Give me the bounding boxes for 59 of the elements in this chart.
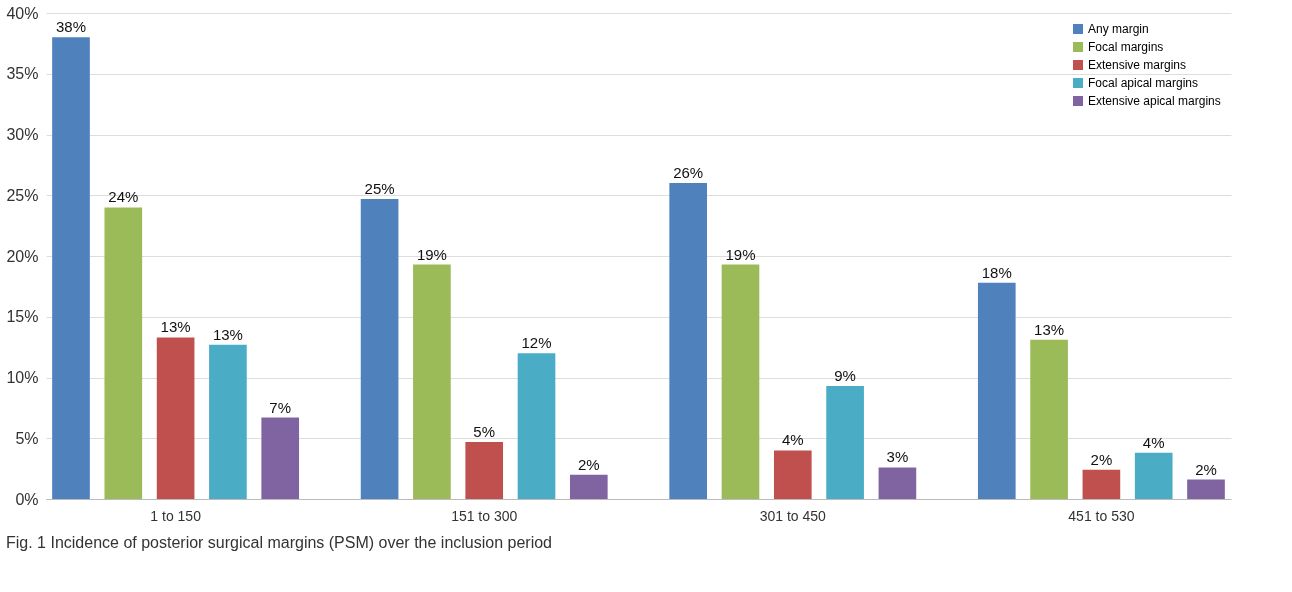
data-label: 38%: [55, 18, 87, 36]
bar: [569, 474, 608, 499]
caption: Fig. 1 Incidence of posterior surgical margins (PSM) over the inclusion period: [5, 534, 553, 551]
bar: [1030, 339, 1068, 499]
bar: [1134, 452, 1173, 499]
data-label: 19%: [416, 245, 447, 263]
y-tick-label: 35%: [6, 65, 39, 83]
data-label: 2%: [1195, 460, 1217, 478]
data-label: 4%: [1142, 433, 1165, 451]
data-label: 13%: [1034, 320, 1065, 338]
bar: [104, 207, 143, 499]
x-tick-label: 301 to 450: [759, 507, 827, 524]
y-tick-label: 5%: [15, 429, 39, 447]
legend-label: Extensive apical margins: [1088, 94, 1221, 108]
bar: [360, 198, 399, 499]
bar: [1082, 469, 1121, 499]
bar: [465, 441, 504, 499]
bar: [52, 37, 90, 499]
data-label: 18%: [981, 263, 1012, 281]
x-tick-label: 151 to 300: [451, 507, 518, 524]
x-tick-label: 1 to 150: [150, 507, 202, 524]
bar: [1187, 479, 1225, 499]
bar: [209, 344, 247, 499]
data-label: 25%: [364, 179, 395, 197]
bar: [878, 467, 917, 499]
legend-label: Focal apical margins: [1088, 76, 1199, 90]
bar: [261, 417, 300, 499]
legend-label: Extensive margins: [1088, 58, 1187, 72]
y-tick-label: 30%: [6, 126, 39, 143]
data-label: 9%: [834, 367, 856, 385]
data-label: 3%: [886, 448, 909, 466]
legend-label: Focal margins: [1088, 40, 1164, 54]
legend-label: Any margin: [1088, 22, 1149, 36]
y-tick-label: 40%: [6, 4, 39, 22]
bar: [826, 386, 864, 499]
bar: [156, 337, 195, 499]
data-label: 12%: [521, 334, 552, 352]
data-label: 13%: [212, 325, 243, 343]
bar: [773, 450, 812, 499]
data-label: 19%: [725, 245, 756, 263]
bar: [721, 264, 760, 499]
data-label: 2%: [1090, 450, 1113, 468]
y-tick-label: 20%: [6, 247, 39, 265]
data-label: 4%: [781, 431, 804, 449]
data-label: 2%: [577, 455, 600, 473]
y-tick-label: 0%: [15, 490, 39, 508]
bar: [669, 183, 708, 499]
data-label: 7%: [269, 398, 292, 416]
data-label: 5%: [473, 422, 496, 440]
x-tick-label: 451 to 530: [1068, 507, 1135, 524]
data-label: 24%: [108, 188, 139, 206]
bar: [977, 282, 1016, 499]
data-label: 26%: [673, 164, 704, 182]
y-tick-label: 15%: [6, 308, 39, 326]
y-tick-label: 25%: [6, 186, 39, 204]
bar: [413, 264, 451, 499]
data-label: 13%: [160, 318, 191, 336]
y-tick-label: 10%: [6, 369, 39, 386]
bar: [517, 353, 556, 499]
